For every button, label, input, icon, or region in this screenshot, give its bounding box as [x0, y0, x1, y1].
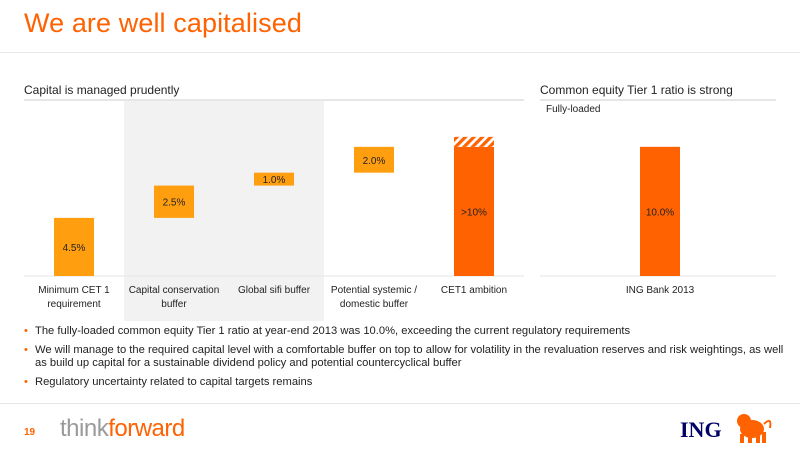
category-label: Minimum CET 1 [38, 285, 110, 296]
bullet-icon: • [24, 325, 28, 337]
bullet-item: • We will manage to the required capital … [24, 343, 784, 370]
category-label: Capital conservation [129, 285, 220, 296]
left-panel-heading: Capital is managed prudently [24, 83, 180, 97]
bar-hatched-top [454, 136, 494, 147]
title-divider [0, 52, 800, 53]
bar [54, 217, 94, 276]
category-label: Global sifi buffer [238, 285, 311, 296]
left-panel-divider [24, 99, 524, 101]
cet1-ratio-chart: 10.0% ING Bank 2013 [540, 146, 776, 296]
data-label: >10% [461, 207, 487, 218]
bar [354, 146, 394, 173]
bar [454, 146, 494, 276]
bar [640, 146, 680, 276]
category-label: requirement [47, 299, 101, 310]
right-panel-divider [540, 99, 776, 101]
footer-divider [0, 403, 800, 404]
lion-icon [737, 414, 772, 443]
shaded-region [224, 101, 324, 321]
data-label: 10.0% [646, 207, 674, 218]
page-number: 19 [24, 427, 36, 438]
data-label: 4.5% [63, 243, 86, 254]
data-label: 1.0% [263, 175, 286, 186]
bullet-item: • Regulatory uncertainty related to capit… [24, 375, 313, 388]
category-label: domestic buffer [340, 299, 409, 310]
category-label: buffer [161, 299, 187, 310]
data-label: 2.5% [163, 198, 186, 209]
capital-waterfall-chart: 4.5% Minimum CET 1 requirement 2.5% Capital … [24, 101, 524, 321]
bullet-icon: • [24, 343, 28, 356]
slide-title: We are well capitalised [24, 8, 302, 38]
bar [254, 172, 294, 186]
category-label: ING Bank 2013 [626, 285, 695, 296]
right-panel-heading: Common equity Tier 1 ratio is strong [540, 83, 733, 97]
bullet-item: • The fully-loaded common equity Tier 1 r… [24, 325, 631, 337]
bullet-icon: • [24, 375, 28, 388]
right-panel-subheading: Fully-loaded [546, 104, 601, 115]
category-label: Potential systemic / [331, 285, 417, 296]
data-label: 2.0% [363, 156, 386, 167]
ing-logo: ING [680, 414, 772, 443]
bullet-list: • The fully-loaded common equity Tier 1 r… [24, 325, 784, 394]
bar [154, 185, 194, 218]
thinkforward-wordmark: thinkforward [60, 415, 185, 442]
ing-logo-text: ING [680, 417, 722, 442]
category-label: CET1 ambition [441, 285, 507, 296]
